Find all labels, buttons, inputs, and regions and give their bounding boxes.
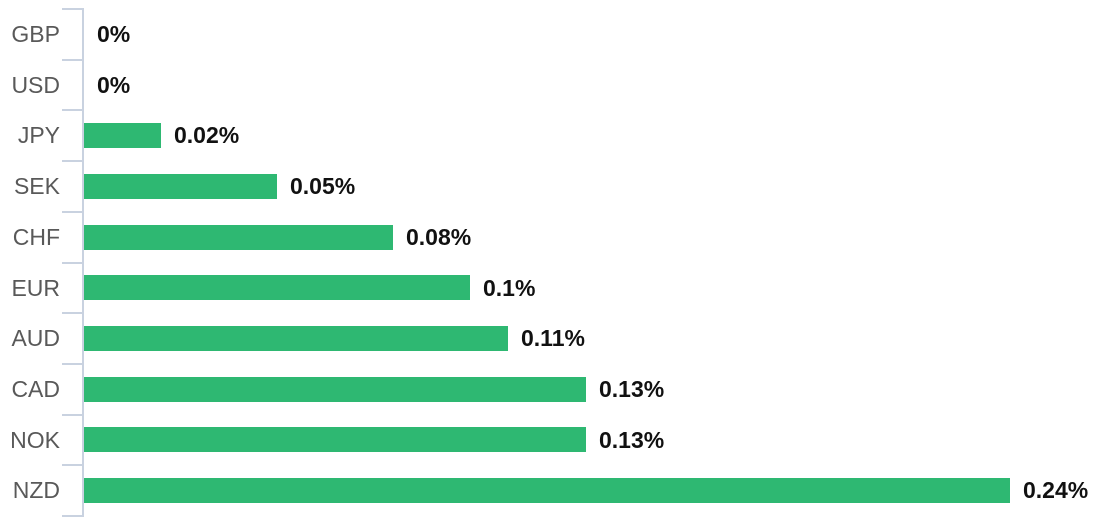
axis-tick	[62, 413, 84, 416]
axis-tick	[62, 312, 84, 315]
value-label-chf: 0.08%	[406, 223, 472, 250]
category-label-chf: CHF	[12, 223, 60, 250]
axis-tick	[62, 109, 84, 112]
bar-sek	[84, 173, 277, 199]
value-label-eur: 0.1%	[483, 274, 536, 301]
bar-jpy	[84, 123, 161, 149]
category-label-nzd: NZD	[12, 477, 60, 504]
category-label-sek: SEK	[13, 173, 60, 200]
axis-tick	[62, 8, 84, 10]
category-label-cad: CAD	[11, 375, 60, 402]
axis-tick	[62, 58, 84, 61]
axis-tick	[62, 160, 84, 163]
axis-tick	[62, 515, 84, 517]
axis-tick	[62, 464, 84, 467]
bar-eur	[84, 275, 470, 301]
value-label-usd: 0%	[97, 71, 131, 98]
category-label-jpy: JPY	[17, 122, 60, 149]
axis-tick	[62, 261, 84, 264]
value-label-cad: 0.13%	[599, 375, 665, 402]
value-label-jpy: 0.02%	[174, 122, 240, 149]
value-label-sek: 0.05%	[290, 173, 356, 200]
bar-nzd	[84, 478, 1010, 504]
value-label-nzd: 0.24%	[1023, 477, 1089, 504]
category-label-eur: EUR	[11, 274, 60, 301]
bar-aud	[84, 326, 508, 352]
bar-cad	[84, 376, 586, 402]
value-label-nok: 0.13%	[599, 426, 665, 453]
bar-chf	[84, 224, 393, 250]
category-label-usd: USD	[11, 71, 60, 98]
category-label-nok: NOK	[10, 426, 60, 453]
bar-nok	[84, 427, 586, 453]
category-label-gbp: GBP	[11, 21, 60, 47]
category-label-aud: AUD	[11, 325, 60, 352]
value-label-aud: 0.11%	[521, 325, 585, 352]
axis-tick	[62, 210, 84, 213]
axis-tick	[62, 362, 84, 365]
value-label-gbp: 0%	[97, 21, 131, 47]
